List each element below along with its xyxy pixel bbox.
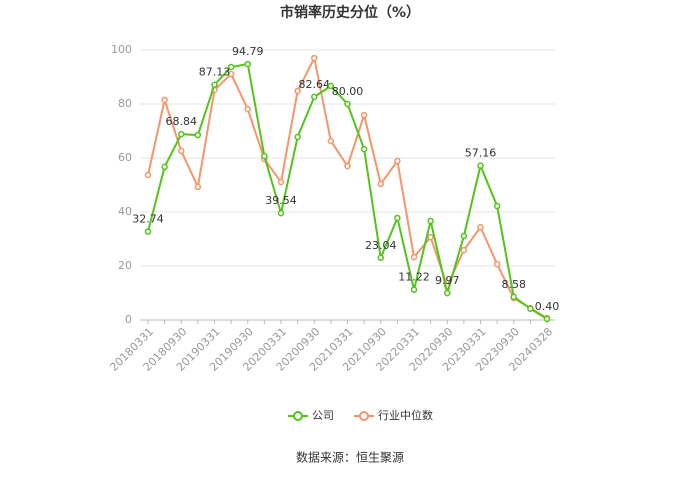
- point: [194, 183, 202, 191]
- point: [377, 254, 384, 262]
- point: [178, 130, 185, 138]
- point: [510, 293, 517, 301]
- point: [427, 233, 434, 241]
- point: [360, 145, 368, 153]
- legend-label: 公司: [312, 409, 334, 422]
- value-label: 0.40: [535, 300, 560, 313]
- legend-marker: [293, 411, 303, 421]
- point: [460, 232, 468, 240]
- value-label: 82.64: [299, 78, 331, 91]
- point: [227, 63, 235, 71]
- point: [144, 228, 152, 235]
- value-label: 80.00: [332, 85, 364, 98]
- point: [161, 163, 168, 171]
- value-label: 94.79: [232, 45, 264, 58]
- value-label: 8.58: [502, 278, 527, 291]
- value-label: 23.04: [365, 239, 397, 252]
- point: [277, 178, 285, 186]
- point: [527, 305, 534, 312]
- point: [444, 289, 451, 297]
- y-tick-label: 0: [125, 313, 132, 326]
- y-tick-label: 60: [118, 151, 132, 164]
- y-tick-label: 40: [118, 205, 132, 218]
- point: [311, 54, 318, 62]
- value-label: 9.97: [435, 274, 460, 287]
- value-label: 32.74: [132, 213, 164, 226]
- chart-title: 市销率历史分位（%）: [280, 4, 420, 21]
- legend-label: 行业中位数: [378, 408, 433, 422]
- point: [327, 137, 335, 145]
- point: [460, 246, 468, 254]
- point: [344, 162, 351, 170]
- point: [294, 87, 301, 95]
- point: [543, 315, 551, 323]
- point: [261, 152, 268, 160]
- point: [493, 202, 501, 210]
- point: [410, 286, 418, 293]
- point: [194, 131, 202, 139]
- legend-marker: [359, 411, 369, 421]
- y-tick-label: 80: [118, 97, 132, 110]
- value-label: 11.22: [398, 271, 430, 284]
- point: [244, 105, 251, 113]
- point: [477, 162, 484, 169]
- y-tick-label: 100: [111, 43, 132, 56]
- point: [144, 171, 152, 179]
- point: [311, 93, 318, 101]
- y-tick-label: 20: [118, 259, 132, 272]
- source: 数据来源：恒生聚源: [296, 450, 404, 465]
- point: [427, 217, 434, 225]
- point: [477, 223, 484, 231]
- point: [394, 157, 401, 165]
- point: [244, 60, 251, 68]
- value-label: 39.54: [265, 194, 297, 207]
- value-label: 57.16: [465, 147, 497, 160]
- point: [294, 133, 301, 141]
- point: [394, 214, 401, 222]
- point: [410, 253, 418, 261]
- point: [277, 209, 285, 217]
- point: [178, 147, 185, 155]
- point: [211, 81, 218, 88]
- value-label: 87.13: [199, 66, 231, 79]
- point: [493, 260, 501, 268]
- point: [344, 100, 351, 108]
- point: [360, 111, 368, 119]
- point: [161, 96, 168, 104]
- point: [327, 82, 335, 90]
- point: [377, 180, 384, 188]
- point: [227, 70, 235, 78]
- value-label: 68.84: [166, 115, 198, 128]
